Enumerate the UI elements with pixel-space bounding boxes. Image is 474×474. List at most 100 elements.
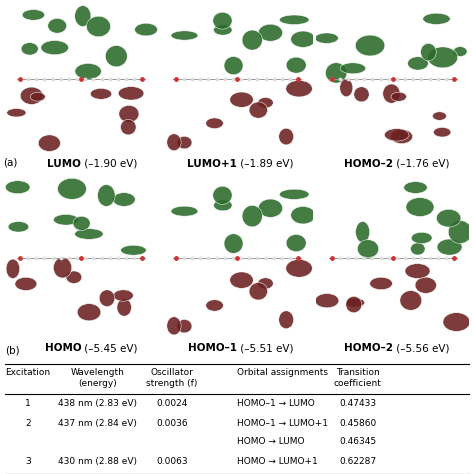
Ellipse shape: [242, 205, 262, 227]
Ellipse shape: [30, 92, 46, 101]
Point: [426, 254, 433, 262]
Ellipse shape: [119, 105, 139, 122]
Ellipse shape: [415, 277, 437, 293]
Text: HOMO–2: HOMO–2: [344, 344, 393, 354]
Text: 2: 2: [25, 419, 31, 428]
Text: LUMO: LUMO: [47, 159, 81, 169]
Ellipse shape: [432, 112, 447, 120]
Ellipse shape: [213, 186, 232, 204]
Ellipse shape: [400, 291, 422, 310]
Point: [197, 75, 204, 83]
Text: HOMO–1 → LUMO+1: HOMO–1 → LUMO+1: [237, 419, 328, 428]
Ellipse shape: [224, 234, 243, 254]
Ellipse shape: [443, 313, 470, 331]
Point: [77, 254, 85, 262]
Ellipse shape: [411, 232, 432, 244]
Text: 3: 3: [25, 457, 31, 466]
Point: [221, 254, 228, 262]
Point: [233, 254, 241, 262]
Ellipse shape: [54, 214, 79, 225]
Point: [41, 75, 48, 83]
Ellipse shape: [118, 87, 144, 100]
Point: [328, 75, 336, 83]
Point: [188, 254, 196, 262]
Ellipse shape: [291, 207, 315, 224]
Ellipse shape: [171, 206, 198, 216]
Ellipse shape: [177, 137, 192, 149]
Ellipse shape: [406, 198, 434, 217]
Point: [389, 254, 397, 262]
Ellipse shape: [213, 12, 232, 29]
Text: (–5.45 eV): (–5.45 eV): [81, 344, 137, 354]
Point: [294, 75, 302, 83]
Point: [294, 254, 302, 262]
Point: [205, 75, 212, 83]
Ellipse shape: [75, 64, 101, 79]
Ellipse shape: [258, 98, 273, 108]
Point: [122, 254, 130, 262]
Point: [270, 254, 277, 262]
Point: [82, 75, 89, 83]
Point: [172, 75, 180, 83]
Ellipse shape: [15, 277, 37, 291]
Ellipse shape: [41, 40, 69, 55]
Point: [237, 75, 245, 83]
Point: [138, 75, 146, 83]
Point: [49, 75, 56, 83]
Ellipse shape: [280, 15, 309, 25]
Ellipse shape: [99, 290, 115, 307]
Text: (a): (a): [3, 157, 18, 167]
Ellipse shape: [135, 23, 157, 36]
Point: [16, 75, 24, 83]
Point: [188, 75, 196, 83]
Point: [233, 75, 241, 83]
Text: (–1.76 eV): (–1.76 eV): [393, 159, 449, 169]
Ellipse shape: [357, 240, 379, 258]
Point: [254, 75, 261, 83]
Text: (–5.51 eV): (–5.51 eV): [237, 344, 293, 354]
Text: 437 nm (2.84 eV): 437 nm (2.84 eV): [58, 419, 137, 428]
Ellipse shape: [258, 199, 283, 218]
Text: (–1.89 eV): (–1.89 eV): [237, 159, 293, 169]
Point: [82, 254, 89, 262]
Point: [361, 75, 368, 83]
Text: 0.0063: 0.0063: [156, 457, 188, 466]
Text: HOMO–1: HOMO–1: [188, 344, 237, 354]
Point: [49, 254, 56, 262]
Point: [65, 254, 73, 262]
Text: LUMO+1: LUMO+1: [187, 159, 237, 169]
Ellipse shape: [8, 221, 29, 232]
Ellipse shape: [437, 239, 462, 255]
Ellipse shape: [230, 272, 253, 288]
Point: [16, 75, 24, 83]
Point: [294, 75, 302, 83]
Point: [172, 75, 180, 83]
Text: HOMO–1 → LUMO: HOMO–1 → LUMO: [237, 399, 315, 408]
Point: [270, 75, 277, 83]
Ellipse shape: [279, 311, 293, 328]
Text: HOMO–2: HOMO–2: [344, 159, 393, 169]
Ellipse shape: [453, 46, 467, 56]
Point: [369, 75, 376, 83]
Point: [352, 75, 360, 83]
Point: [377, 254, 384, 262]
Ellipse shape: [54, 257, 72, 278]
Point: [278, 254, 286, 262]
Point: [16, 254, 24, 262]
Point: [122, 75, 130, 83]
Point: [205, 254, 212, 262]
Ellipse shape: [280, 189, 309, 200]
Point: [393, 75, 401, 83]
Ellipse shape: [384, 128, 409, 141]
Point: [450, 254, 458, 262]
Point: [73, 75, 81, 83]
Text: Transition
coefficient: Transition coefficient: [334, 368, 382, 388]
Ellipse shape: [448, 220, 472, 244]
Point: [33, 75, 40, 83]
Point: [377, 75, 384, 83]
Point: [213, 254, 220, 262]
Point: [237, 254, 245, 262]
Ellipse shape: [206, 118, 223, 128]
Ellipse shape: [279, 128, 293, 145]
Point: [286, 75, 294, 83]
